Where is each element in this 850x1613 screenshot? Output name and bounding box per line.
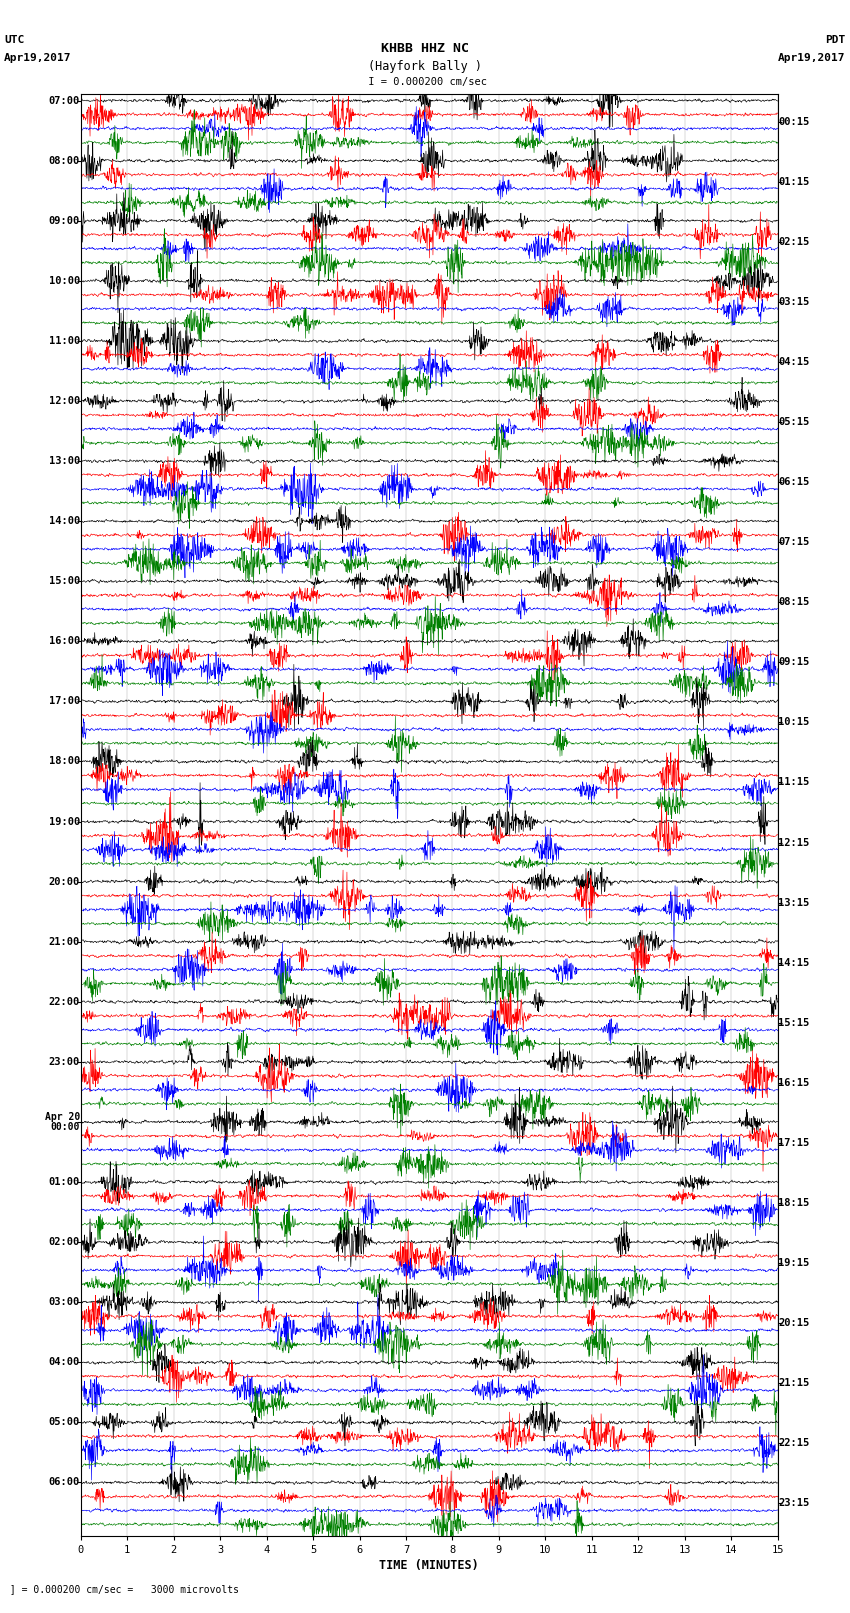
Text: 15:00: 15:00 bbox=[48, 576, 80, 586]
Text: 03:15: 03:15 bbox=[779, 297, 810, 306]
Text: 17:00: 17:00 bbox=[48, 697, 80, 706]
Text: 10:00: 10:00 bbox=[48, 276, 80, 286]
Text: 06:00: 06:00 bbox=[48, 1478, 80, 1487]
Text: 15:15: 15:15 bbox=[779, 1018, 810, 1027]
Text: 11:00: 11:00 bbox=[48, 336, 80, 345]
Text: 06:15: 06:15 bbox=[779, 477, 810, 487]
Text: 01:00: 01:00 bbox=[48, 1177, 80, 1187]
Text: 23:00: 23:00 bbox=[48, 1057, 80, 1066]
Text: 22:00: 22:00 bbox=[48, 997, 80, 1007]
Text: 13:15: 13:15 bbox=[779, 897, 810, 908]
Text: ] = 0.000200 cm/sec =   3000 microvolts: ] = 0.000200 cm/sec = 3000 microvolts bbox=[4, 1584, 239, 1594]
Text: 16:15: 16:15 bbox=[779, 1077, 810, 1087]
Text: 03:00: 03:00 bbox=[48, 1297, 80, 1307]
Text: 17:15: 17:15 bbox=[779, 1137, 810, 1148]
Text: 13:00: 13:00 bbox=[48, 456, 80, 466]
Text: 09:15: 09:15 bbox=[779, 656, 810, 668]
Text: 07:00: 07:00 bbox=[48, 95, 80, 105]
Text: 21:15: 21:15 bbox=[779, 1378, 810, 1389]
Text: KHBB HHZ NC: KHBB HHZ NC bbox=[381, 42, 469, 55]
Text: I = 0.000200 cm/sec: I = 0.000200 cm/sec bbox=[362, 77, 488, 87]
Text: 01:15: 01:15 bbox=[779, 176, 810, 187]
Text: 02:00: 02:00 bbox=[48, 1237, 80, 1247]
Text: 12:00: 12:00 bbox=[48, 395, 80, 406]
Text: 11:15: 11:15 bbox=[779, 777, 810, 787]
Text: Apr19,2017: Apr19,2017 bbox=[779, 53, 846, 63]
Text: 22:15: 22:15 bbox=[779, 1439, 810, 1448]
Text: 04:15: 04:15 bbox=[779, 356, 810, 366]
Text: 19:00: 19:00 bbox=[48, 816, 80, 826]
Text: 18:00: 18:00 bbox=[48, 756, 80, 766]
Text: 19:15: 19:15 bbox=[779, 1258, 810, 1268]
Text: 14:15: 14:15 bbox=[779, 958, 810, 968]
Text: 05:00: 05:00 bbox=[48, 1418, 80, 1428]
Text: 21:00: 21:00 bbox=[48, 937, 80, 947]
Text: (Hayfork Bally ): (Hayfork Bally ) bbox=[368, 60, 482, 73]
Text: 16:00: 16:00 bbox=[48, 636, 80, 647]
Text: 12:15: 12:15 bbox=[779, 837, 810, 847]
Text: Apr19,2017: Apr19,2017 bbox=[4, 53, 71, 63]
Text: 08:00: 08:00 bbox=[48, 155, 80, 166]
Text: 05:15: 05:15 bbox=[779, 416, 810, 427]
Text: 04:00: 04:00 bbox=[48, 1357, 80, 1368]
Text: UTC: UTC bbox=[4, 35, 25, 45]
Text: 00:00: 00:00 bbox=[51, 1123, 80, 1132]
Text: 07:15: 07:15 bbox=[779, 537, 810, 547]
Text: 09:00: 09:00 bbox=[48, 216, 80, 226]
Text: 02:15: 02:15 bbox=[779, 237, 810, 247]
X-axis label: TIME (MINUTES): TIME (MINUTES) bbox=[379, 1558, 479, 1571]
Text: 23:15: 23:15 bbox=[779, 1498, 810, 1508]
Text: 10:15: 10:15 bbox=[779, 718, 810, 727]
Text: 08:15: 08:15 bbox=[779, 597, 810, 606]
Text: 14:00: 14:00 bbox=[48, 516, 80, 526]
Text: PDT: PDT bbox=[825, 35, 846, 45]
Text: 00:15: 00:15 bbox=[779, 116, 810, 126]
Text: 20:00: 20:00 bbox=[48, 876, 80, 887]
Text: Apr 20: Apr 20 bbox=[45, 1111, 80, 1123]
Text: 20:15: 20:15 bbox=[779, 1318, 810, 1327]
Text: 18:15: 18:15 bbox=[779, 1198, 810, 1208]
